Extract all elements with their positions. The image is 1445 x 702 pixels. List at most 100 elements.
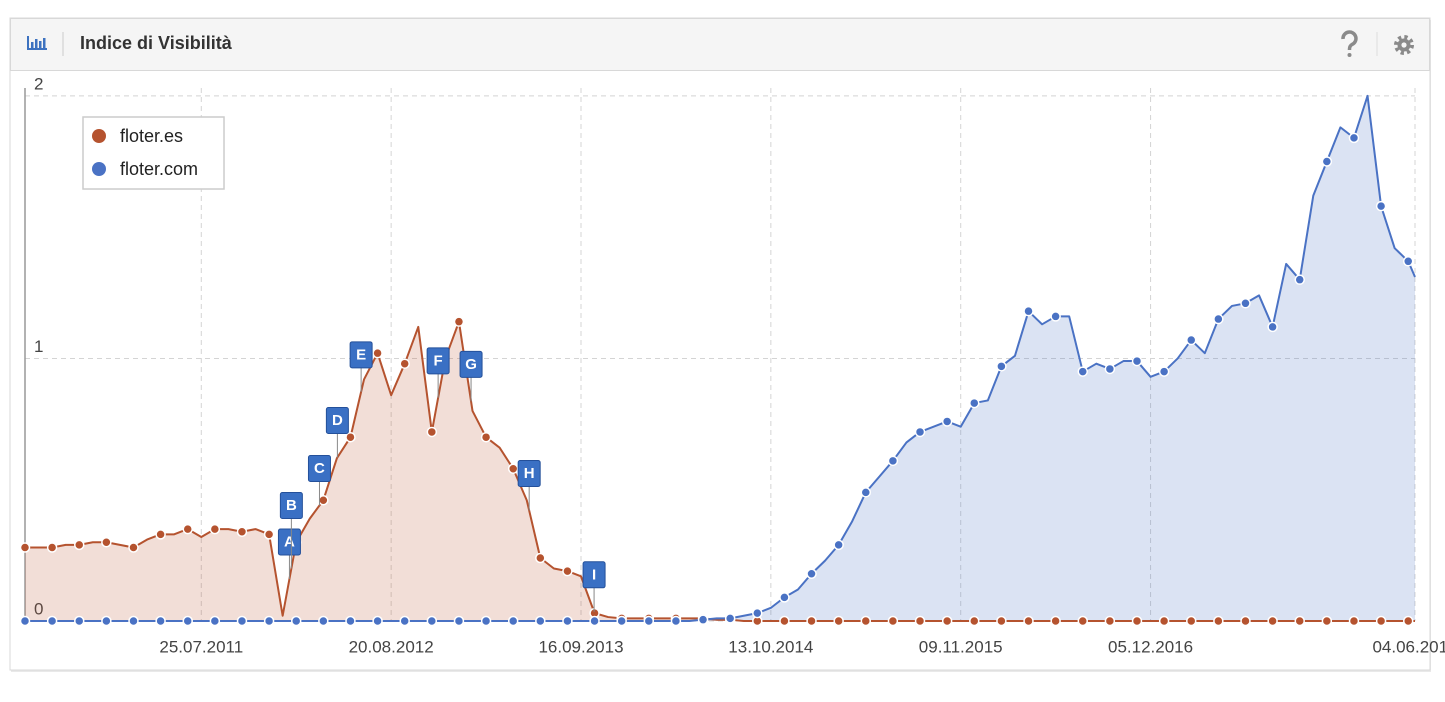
data-point — [182, 523, 193, 535]
settings-icon[interactable] — [1394, 35, 1414, 55]
data-point — [1267, 321, 1278, 333]
data-point — [535, 615, 546, 627]
x-tick-label: 04.06.2018 — [1372, 637, 1445, 656]
data-point — [1077, 366, 1089, 377]
data-point — [73, 539, 85, 551]
annotation-label: I — [592, 566, 596, 583]
data-point — [318, 615, 329, 627]
data-point — [1267, 615, 1278, 627]
data-point — [616, 615, 627, 627]
data-point — [941, 615, 953, 627]
data-point — [1348, 615, 1360, 627]
data-point — [372, 615, 383, 627]
annotation-label: F — [434, 352, 443, 369]
data-point — [1158, 366, 1170, 377]
data-point — [670, 615, 682, 627]
data-point — [1375, 200, 1387, 212]
annotation-flag — [349, 341, 373, 369]
data-point — [73, 615, 85, 627]
data-point — [1294, 274, 1305, 285]
data-point — [833, 539, 844, 551]
data-point — [209, 523, 221, 535]
annotation-flag — [459, 350, 483, 378]
data-point — [1158, 615, 1170, 627]
data-point — [426, 426, 438, 438]
data-point — [345, 615, 356, 627]
data-point — [562, 565, 573, 577]
data-point — [1077, 615, 1089, 627]
data-point — [806, 568, 817, 579]
data-point — [1023, 615, 1034, 627]
data-point — [779, 615, 790, 627]
data-point — [19, 542, 31, 553]
data-point — [1131, 615, 1143, 627]
header — [10, 18, 1430, 71]
data-point — [969, 615, 980, 627]
annotation-label: A — [284, 533, 295, 550]
data-point — [372, 347, 383, 359]
data-point — [1348, 132, 1360, 144]
data-point — [128, 615, 139, 627]
data-point — [1104, 615, 1116, 627]
y-tick-label: 0 — [34, 599, 43, 618]
help-icon[interactable] — [1341, 30, 1358, 57]
data-point — [318, 494, 329, 506]
annotation-flag — [517, 460, 541, 488]
legend-label: floter.es — [120, 126, 183, 146]
data-point — [697, 614, 709, 625]
data-point — [426, 615, 438, 627]
data-point — [1050, 615, 1061, 627]
data-point — [1185, 334, 1197, 346]
data-point — [19, 615, 31, 627]
series-area — [25, 95, 1415, 621]
data-point — [1321, 156, 1333, 167]
data-point — [1402, 256, 1414, 267]
data-point — [480, 431, 492, 443]
data-point — [969, 397, 980, 409]
series-area — [25, 321, 1415, 621]
legend-marker — [92, 162, 106, 176]
data-point — [453, 316, 465, 327]
data-point — [752, 607, 763, 619]
annotation-label: G — [465, 356, 477, 373]
data-point — [996, 615, 1007, 627]
data-point — [860, 487, 872, 498]
data-point — [263, 529, 275, 540]
x-tick-label: 20.08.2012 — [349, 637, 434, 656]
data-point — [290, 615, 302, 627]
annotation-flag — [279, 491, 303, 519]
data-point — [996, 361, 1007, 372]
data-point — [914, 426, 926, 438]
data-point — [1023, 305, 1034, 317]
annotation-flag — [426, 347, 450, 375]
data-point — [562, 615, 573, 627]
data-point — [941, 416, 953, 427]
annotation-flag — [277, 528, 301, 556]
x-tick-label: 13.10.2014 — [728, 637, 813, 656]
annotation-flag — [325, 406, 349, 434]
data-point — [643, 615, 655, 627]
data-point — [887, 455, 899, 467]
data-point — [236, 615, 248, 627]
y-tick-label: 2 — [34, 74, 43, 93]
chart-icon — [27, 36, 47, 50]
data-point — [263, 615, 275, 627]
data-point — [1240, 615, 1251, 627]
data-point — [345, 431, 356, 443]
data-point — [1185, 615, 1197, 627]
legend-box — [82, 116, 225, 190]
legend-marker — [92, 129, 106, 143]
data-point — [724, 613, 736, 624]
data-point — [1213, 615, 1224, 627]
data-point — [1294, 615, 1305, 627]
data-point — [914, 615, 926, 627]
data-point — [453, 615, 465, 627]
data-point — [507, 615, 519, 627]
data-point — [589, 615, 600, 627]
data-point — [806, 615, 817, 627]
x-tick-label: 16.09.2013 — [538, 637, 623, 656]
data-point — [46, 615, 58, 627]
data-point — [1240, 298, 1251, 309]
annotation-flag — [582, 561, 606, 589]
